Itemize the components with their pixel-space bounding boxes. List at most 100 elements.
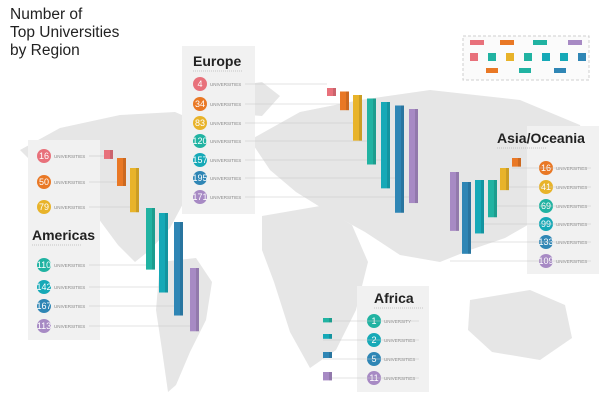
value-label: 4 <box>197 79 202 89</box>
bar-shade <box>110 150 113 159</box>
bar-shade <box>506 168 509 191</box>
value-label: 142 <box>36 282 51 292</box>
bar <box>327 88 336 96</box>
value-badge <box>37 299 51 313</box>
world-map <box>20 82 592 392</box>
bar-shade <box>401 105 404 213</box>
legend-swatch <box>560 53 568 61</box>
region-title: Americas <box>32 227 95 243</box>
bar-shade <box>346 91 349 111</box>
value-badge <box>37 280 51 294</box>
unit-label: UNIVERSITIES <box>556 259 587 264</box>
value-label: 195 <box>192 173 207 183</box>
value-badge <box>37 200 51 214</box>
region-title: Europe <box>193 53 241 69</box>
bar <box>130 168 139 213</box>
bar-shade <box>136 168 139 213</box>
value-badge <box>193 134 207 148</box>
value-badge <box>193 153 207 167</box>
bar-shade <box>481 180 484 234</box>
unit-label: UNIVERSITIES <box>54 304 85 309</box>
bar <box>475 180 484 234</box>
bar <box>340 91 349 111</box>
bar-shade <box>359 95 362 141</box>
unit-label: UNIVERSITIES <box>210 121 241 126</box>
value-label: 83 <box>195 118 205 128</box>
bar-shade <box>123 158 126 186</box>
unit-label: UNIVERSITIES <box>556 204 587 209</box>
legend-swatch <box>500 40 514 45</box>
value-label: 79 <box>39 202 49 212</box>
region-europe: Europe 4 UNIVERSITIES 34 UNIVERSITIES 83 UNIVE… <box>182 46 255 214</box>
map-australia <box>468 290 572 360</box>
region-panel <box>182 46 255 214</box>
value-badge <box>37 149 51 163</box>
legend-swatch <box>568 40 582 45</box>
unit-label: UNIVERSITIES <box>54 263 85 268</box>
map-africa <box>262 206 368 368</box>
legend-swatch <box>470 40 484 45</box>
bar <box>500 168 509 191</box>
bar-shade <box>329 318 332 323</box>
unit-label: UNIVERSITIES <box>210 176 241 181</box>
value-badge <box>37 175 51 189</box>
unit-label: UNIVERSITIES <box>210 158 241 163</box>
chart-title: Number of Top Universities by Region <box>10 6 180 60</box>
bar-shade <box>456 172 459 231</box>
bar <box>174 222 183 316</box>
value-badge <box>193 97 207 111</box>
value-label: 34 <box>195 99 205 109</box>
chart-title-line-1: Number of <box>10 6 83 23</box>
region-panels: Europe 4 UNIVERSITIES 34 UNIVERSITIES 83 UNIVE… <box>28 46 599 392</box>
unit-label: UNIVERSITIES <box>556 222 587 227</box>
map-eurasia <box>250 90 592 262</box>
bar-shade <box>494 180 497 218</box>
value-badge <box>37 258 51 272</box>
unit-label: UNIVERSITIES <box>384 376 415 381</box>
bar <box>323 318 332 323</box>
region-panel <box>527 126 599 274</box>
unit-label: UNIVERSITIES <box>54 180 85 185</box>
bar <box>488 180 497 218</box>
bar-shade <box>180 222 183 316</box>
value-badge <box>193 116 207 130</box>
bar <box>146 208 155 270</box>
legend-swatch <box>486 68 498 73</box>
bar-shade <box>415 109 418 204</box>
bar <box>367 98 376 165</box>
unit-label: UNIVERSITIES <box>54 154 85 159</box>
legend-swatch <box>519 68 531 73</box>
legend-swatch <box>554 68 566 73</box>
chart-title-line-3: by Region <box>10 42 80 59</box>
value-badge <box>37 319 51 333</box>
leader-lines <box>89 83 591 379</box>
unit-label: UNIVERSITIES <box>54 324 85 329</box>
unit-label: UNIVERSITY <box>384 319 411 324</box>
bar-shade <box>373 98 376 165</box>
unit-label: UNIVERSITIES <box>54 285 85 290</box>
legend <box>462 35 590 81</box>
legend-swatch <box>542 53 550 61</box>
bar <box>323 352 332 358</box>
value-label: 113 <box>37 321 51 331</box>
legend-swatch <box>506 53 514 61</box>
legend-swatch <box>578 53 586 61</box>
value-label: 110 <box>37 260 51 270</box>
unit-label: UNIVERSITIES <box>556 166 587 171</box>
unit-label: UNIVERSITIES <box>556 185 587 190</box>
bar <box>353 95 362 141</box>
value-label: 171 <box>192 192 207 202</box>
legend-swatch <box>533 40 547 45</box>
region-americas: Americas 16 UNIVERSITIES 50 UNIVERSITIES 79 UN… <box>28 140 100 340</box>
chart-title-line-2: Top Universities <box>10 24 120 41</box>
value-label: 120 <box>192 136 207 146</box>
bar-shade <box>518 158 521 167</box>
bar <box>159 213 168 293</box>
bar <box>323 372 332 381</box>
value-label: 167 <box>36 301 51 311</box>
unit-label: UNIVERSITIES <box>210 139 241 144</box>
bar-shade <box>165 213 168 293</box>
